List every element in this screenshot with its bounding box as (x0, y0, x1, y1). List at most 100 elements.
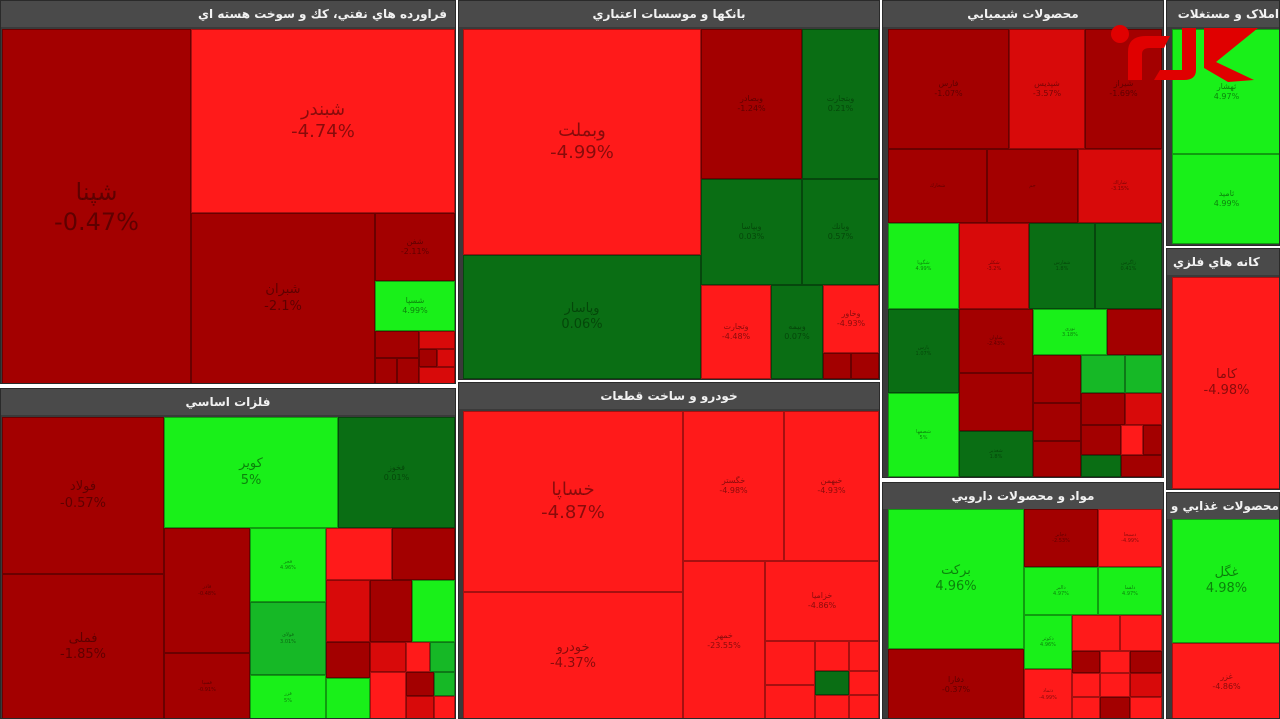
tile-vtejarat[interactable]: وتجارت -4.48% (701, 285, 771, 379)
tile-small[interactable] (326, 528, 392, 580)
tile-small[interactable] (434, 696, 455, 718)
tile-khgostar[interactable]: خگستر -4.98% (683, 411, 784, 561)
tile-small[interactable] (392, 528, 455, 580)
tile-shebran[interactable]: شبران -2.1% (191, 213, 375, 383)
tile-small[interactable] (1081, 455, 1121, 477)
tile-dfara[interactable]: دفارا -0.37% (888, 649, 1024, 718)
tile-small[interactable] (1130, 673, 1162, 697)
tile-khodro[interactable]: خودرو -4.37% (463, 592, 683, 718)
tile-small[interactable] (1081, 393, 1125, 425)
tile-fars[interactable]: فارس -1.07% (888, 29, 1009, 149)
tile-small[interactable] (370, 642, 406, 672)
tile-shaspa[interactable]: شسپا 4.99% (375, 281, 455, 331)
tile-small[interactable] (326, 678, 370, 718)
tile-ghgol[interactable]: غگل 4.98% (1172, 519, 1279, 643)
tile-shkolor[interactable]: شکلر -3.2% (959, 223, 1029, 309)
tile-small[interactable] (397, 358, 419, 383)
tile-vbemellat[interactable]: وبملت -4.99% (463, 29, 701, 255)
tile-small[interactable] (815, 695, 849, 718)
tile-small[interactable] (1121, 425, 1143, 455)
tile-shkharak[interactable]: شخارك (888, 149, 987, 223)
tile-vbtejarat[interactable]: وبتجارت 0.21% (802, 29, 879, 179)
tile-small[interactable] (849, 695, 879, 718)
tile-small[interactable] (815, 641, 849, 671)
tile-dtamad[interactable]: دتماد -4.99% (1024, 669, 1072, 718)
tile-small[interactable] (375, 331, 419, 358)
tile-fazar[interactable]: فاذر -0.48% (164, 528, 250, 653)
tile-small[interactable] (1130, 651, 1162, 673)
tile-shiraz[interactable]: شيراز -1.69% (1085, 29, 1162, 149)
tile-small[interactable] (849, 671, 879, 695)
tile-small[interactable] (1107, 309, 1162, 355)
tile-small[interactable] (1072, 651, 1100, 673)
tile-shpdis[interactable]: شپديس -3.57% (1009, 29, 1085, 149)
tile-dloqma[interactable]: دلقما 4.97% (1098, 567, 1162, 615)
tile-fajr[interactable]: فجر 4.96% (250, 528, 326, 602)
tile-foolad[interactable]: فولاد -0.57% (2, 417, 164, 574)
tile-kama[interactable]: کاما -4.98% (1172, 277, 1279, 489)
tile-shapna[interactable]: شپنا -0.47% (2, 29, 191, 383)
tile-small[interactable] (959, 373, 1033, 431)
tile-small[interactable] (823, 353, 851, 379)
tile-small[interactable] (406, 696, 434, 718)
tile-djaber[interactable]: دجابر -2.53% (1024, 509, 1098, 567)
tile-small[interactable] (326, 580, 370, 642)
tile-small[interactable] (1081, 355, 1125, 393)
tile-small[interactable] (412, 580, 455, 642)
tile-fulay[interactable]: فولای 3.01% (250, 602, 326, 675)
tile-small[interactable] (1100, 651, 1130, 673)
tile-small[interactable] (1072, 673, 1100, 697)
tile-small[interactable] (419, 367, 455, 383)
tile-vpasar[interactable]: وپاسار 0.06% (463, 255, 701, 379)
tile-vbimeh[interactable]: وبيمه 0.07% (771, 285, 823, 379)
tile-vbpasa[interactable]: وبپاسا 0.03% (701, 179, 802, 285)
tile-jam[interactable]: جم (987, 149, 1078, 223)
tile-shavan[interactable]: شاوان -2.43% (959, 309, 1033, 373)
tile-small[interactable] (430, 642, 455, 672)
tile-ghazar[interactable]: غزر -4.86% (1172, 643, 1279, 718)
tile-noori[interactable]: نوری 3.18% (1033, 309, 1107, 355)
tile-fameli[interactable]: فملی -1.85% (2, 574, 164, 718)
tile-small[interactable] (765, 685, 815, 718)
tile-khmehr[interactable]: خمهر -23.55% (683, 561, 765, 718)
tile-zagros[interactable]: زاگرس 0.41% (1095, 223, 1162, 309)
tile-fezar[interactable]: فزر 5% (250, 675, 326, 718)
tile-small[interactable] (849, 641, 879, 671)
tile-small[interactable] (1033, 403, 1081, 441)
tile-small[interactable] (375, 358, 397, 383)
tile-small[interactable] (1121, 455, 1162, 477)
tile-khbahman[interactable]: خبهمن -4.93% (784, 411, 879, 561)
tile-small[interactable] (437, 349, 455, 367)
tile-small[interactable] (406, 672, 434, 696)
tile-shfars[interactable]: شفارس 1.8% (1029, 223, 1095, 309)
tile-vbank[interactable]: وبانك 0.57% (802, 179, 879, 285)
tile-shsafha[interactable]: شصفها 5% (888, 393, 959, 477)
tile-kavir[interactable]: کویر 5% (164, 417, 338, 528)
tile-small[interactable] (1125, 393, 1162, 425)
tile-small[interactable] (1081, 425, 1121, 455)
tile-thamid[interactable]: ثامید 4.99% (1172, 154, 1279, 244)
tile-shabandar[interactable]: شبندر -4.74% (191, 29, 455, 213)
tile-shghadir[interactable]: شغدير 1.8% (959, 431, 1033, 477)
tile-small[interactable] (370, 672, 406, 718)
tile-small[interactable] (815, 671, 849, 695)
tile-small[interactable] (1033, 441, 1081, 477)
tile-small[interactable] (765, 641, 815, 685)
tile-small[interactable] (419, 331, 455, 349)
tile-vbsader[interactable]: وبصادر -1.24% (701, 29, 802, 179)
tile-khsapa[interactable]: خساپا -4.87% (463, 411, 683, 592)
tile-khzamia[interactable]: خزامیا -4.86% (765, 561, 879, 641)
tile-small[interactable] (406, 642, 430, 672)
tile-small[interactable] (1125, 355, 1162, 393)
tile-small[interactable] (370, 580, 412, 642)
tile-small[interactable] (326, 642, 370, 678)
tile-dsobha[interactable]: دسبحا -4.99% (1098, 509, 1162, 567)
tile-small[interactable] (1130, 697, 1162, 718)
tile-shafan[interactable]: شفن -2.11% (375, 213, 455, 281)
tile-pars[interactable]: پارس 1.07% (888, 309, 959, 393)
tile-dkosar[interactable]: دکوثر 4.96% (1024, 615, 1072, 669)
tile-barkat[interactable]: برکت 4.96% (888, 509, 1024, 649)
tile-small[interactable] (1033, 355, 1081, 403)
tile-small[interactable] (1100, 697, 1130, 718)
tile-fakhooz[interactable]: فخوز 0.01% (338, 417, 455, 528)
